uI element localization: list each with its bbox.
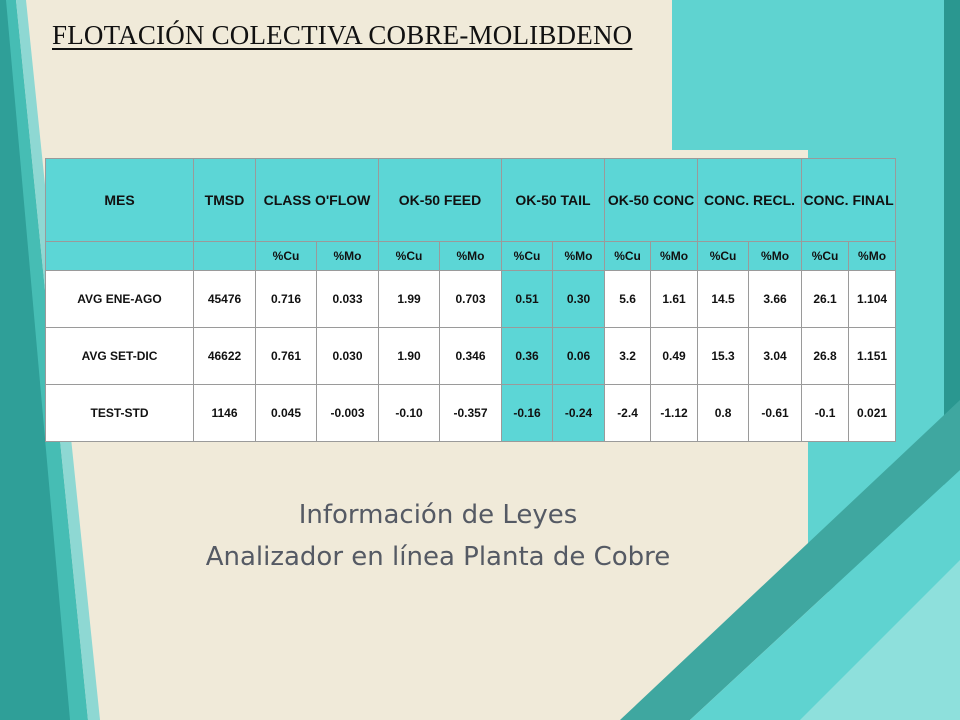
table-cell: 0.030: [315, 327, 380, 385]
table-cell: 5.6: [604, 270, 652, 328]
table-cell: 0.49: [650, 327, 699, 385]
subheader-cell: %Cu: [801, 241, 850, 271]
header-group: OK-50 TAIL: [501, 158, 606, 242]
header-group: CONC. RECL.: [697, 158, 803, 242]
subheader-cell: %Mo: [552, 241, 606, 271]
row-tmsd: 46622: [193, 327, 256, 385]
header-group: CONC. FINAL: [801, 158, 897, 242]
table-row: TEST-STD 1146 0.045 -0.003 -0.10 -0.357 …: [45, 384, 897, 442]
subtitle-line-2: Analizador en línea Planta de Cobre: [205, 542, 671, 572]
subheader-cell: %Cu: [697, 241, 750, 271]
table-cell: 1.104: [848, 270, 897, 328]
table-cell: 15.3: [697, 327, 750, 385]
subheader-cell: %Cu: [501, 241, 554, 271]
subheader-empty: [45, 241, 194, 271]
table-cell: 0.021: [848, 384, 897, 442]
subheader-cell: %Mo: [748, 241, 803, 271]
table-cell: 3.66: [748, 270, 803, 328]
table-cell: 26.8: [801, 327, 850, 385]
row-label: TEST-STD: [45, 384, 194, 442]
subtitle-line-1: Información de Leyes: [298, 500, 578, 530]
table-cell: 0.045: [255, 384, 317, 442]
table-cell: -0.357: [439, 384, 503, 442]
table-cell: 0.36: [501, 327, 554, 385]
row-label: AVG SET-DIC: [45, 327, 194, 385]
table-cell: 0.761: [255, 327, 317, 385]
table-cell: 0.30: [552, 270, 606, 328]
subheader-cell: %Cu: [255, 241, 317, 271]
header-group: OK-50 CONC: [604, 158, 699, 242]
slide-subtitle: Información de Leyes Analizador en línea…: [0, 494, 876, 578]
slide-title: FLOTACIÓN COLECTIVA COBRE-MOLIBDENO: [52, 20, 633, 50]
table-cell: 1.61: [650, 270, 699, 328]
table-cell: -0.24: [552, 384, 606, 442]
row-label: AVG ENE-AGO: [45, 270, 194, 328]
subheader-cell: %Cu: [604, 241, 652, 271]
table-cell: 1.99: [378, 270, 441, 328]
subheader-cell: %Mo: [315, 241, 380, 271]
subheader-empty: [193, 241, 256, 271]
header-tmsd: TMSD: [193, 158, 256, 242]
table-cell: 1.151: [848, 327, 897, 385]
table-header-row: MES TMSD CLASS O'FLOW OK-50 FEED OK-50 T…: [45, 158, 897, 242]
header-group: CLASS O'FLOW: [254, 158, 380, 242]
table-subheader-row: %Cu %Mo %Cu %Mo %Cu %Mo %Cu %Mo %Cu %Mo …: [45, 241, 897, 271]
table-cell: 0.06: [552, 327, 606, 385]
table-cell: 0.346: [439, 327, 503, 385]
table-cell: -0.61: [748, 384, 803, 442]
subheader-cell: %Mo: [439, 241, 503, 271]
table-cell: 0.033: [315, 270, 380, 328]
row-tmsd: 45476: [193, 270, 256, 328]
table-cell: 26.1: [801, 270, 850, 328]
table-cell: 0.8: [697, 384, 750, 442]
table-cell: -1.12: [650, 384, 699, 442]
table-cell: 0.51: [501, 270, 554, 328]
table-cell: 3.2: [604, 327, 652, 385]
subheader-cell: %Mo: [650, 241, 699, 271]
table-cell: 3.04: [748, 327, 803, 385]
table-cell: -0.003: [315, 384, 380, 442]
header-group: OK-50 FEED: [378, 158, 503, 242]
grades-table: MES TMSD CLASS O'FLOW OK-50 FEED OK-50 T…: [45, 158, 897, 442]
table-cell: -0.10: [378, 384, 441, 442]
subheader-cell: %Mo: [848, 241, 897, 271]
table-cell: 1.90: [378, 327, 441, 385]
table-row: AVG ENE-AGO 45476 0.716 0.033 1.99 0.703…: [45, 270, 897, 328]
row-tmsd: 1146: [193, 384, 256, 442]
subheader-cell: %Cu: [378, 241, 441, 271]
table-cell: 0.716: [255, 270, 317, 328]
table-cell: 14.5: [697, 270, 750, 328]
table-cell: 0.703: [439, 270, 503, 328]
header-mes: MES: [45, 158, 194, 242]
table-cell: -0.16: [501, 384, 554, 442]
table-cell: -0.1: [801, 384, 850, 442]
table-cell: -2.4: [604, 384, 652, 442]
table-row: AVG SET-DIC 46622 0.761 0.030 1.90 0.346…: [45, 327, 897, 385]
